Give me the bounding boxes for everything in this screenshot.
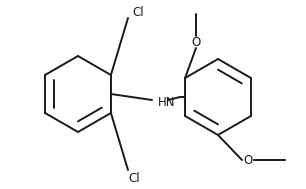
Text: HN: HN (158, 97, 176, 109)
Text: Cl: Cl (132, 5, 144, 19)
Text: O: O (191, 36, 201, 49)
Text: O: O (243, 153, 253, 167)
Text: Cl: Cl (128, 171, 140, 184)
